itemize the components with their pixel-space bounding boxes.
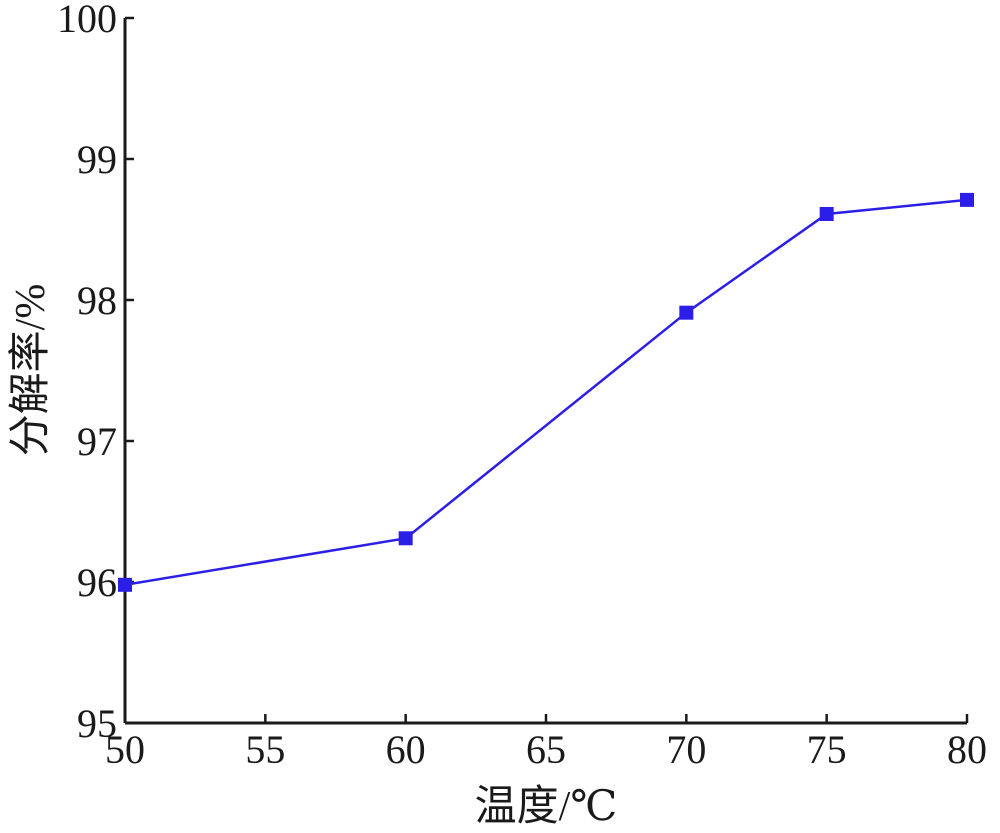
series-line xyxy=(124,198,968,587)
series-layer xyxy=(118,192,974,592)
y-axis-title: 分解率/% xyxy=(7,284,54,457)
x-tick-label: 60 xyxy=(386,727,426,772)
x-axis-title: 温度/℃ xyxy=(475,784,618,830)
y-tick-label: 97 xyxy=(77,419,117,464)
y-tick-label: 98 xyxy=(77,278,117,323)
x-tick-label: 70 xyxy=(666,727,706,772)
data-point-marker xyxy=(118,577,132,592)
x-tick-label: 55 xyxy=(245,727,285,772)
data-point-marker xyxy=(960,192,974,207)
data-point-marker xyxy=(819,206,834,221)
y-tick-label: 100 xyxy=(57,0,117,41)
data-point-marker xyxy=(398,531,413,546)
x-tick-label: 65 xyxy=(526,727,566,772)
x-tick-label: 75 xyxy=(807,727,847,772)
axes xyxy=(123,18,967,725)
data-point-marker xyxy=(679,305,694,320)
x-ticks: 50 55 60 65 70 75 80 xyxy=(105,714,987,772)
x-tick-label: 50 xyxy=(105,727,145,772)
y-ticks: 95 96 97 98 99 100 xyxy=(57,0,134,746)
y-tick-label: 99 xyxy=(77,137,117,182)
y-tick-label: 95 xyxy=(77,701,117,746)
x-tick-label: 80 xyxy=(947,727,987,772)
y-tick-label: 96 xyxy=(77,560,117,605)
